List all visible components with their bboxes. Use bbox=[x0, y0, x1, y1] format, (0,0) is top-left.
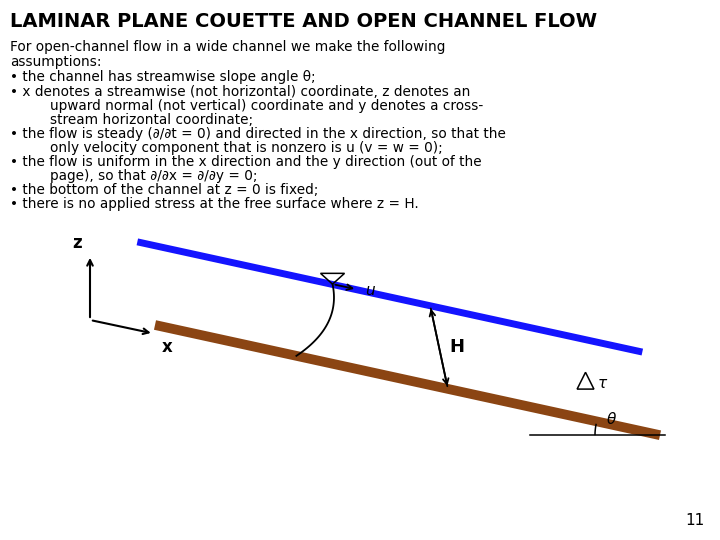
Text: • the channel has streamwise slope angle θ;: • the channel has streamwise slope angle… bbox=[10, 70, 315, 84]
Text: only velocity component that is nonzero is u (v = w = 0);: only velocity component that is nonzero … bbox=[50, 141, 443, 155]
Text: page), so that ∂/∂x = ∂/∂y = 0;: page), so that ∂/∂x = ∂/∂y = 0; bbox=[50, 169, 258, 183]
Text: • the flow is steady (∂/∂t = 0) and directed in the x direction, so that the: • the flow is steady (∂/∂t = 0) and dire… bbox=[10, 127, 506, 141]
Text: z: z bbox=[73, 234, 82, 252]
Text: 11: 11 bbox=[685, 513, 705, 528]
Text: • the bottom of the channel at z = 0 is fixed;: • the bottom of the channel at z = 0 is … bbox=[10, 183, 318, 197]
Text: • the flow is uniform in the x direction and the y direction (out of the: • the flow is uniform in the x direction… bbox=[10, 155, 482, 169]
Text: x: x bbox=[161, 338, 172, 355]
Text: upward normal (not vertical) coordinate and y denotes a cross-: upward normal (not vertical) coordinate … bbox=[50, 99, 483, 113]
Text: • there is no applied stress at the free surface where z = H.: • there is no applied stress at the free… bbox=[10, 197, 419, 211]
Text: H: H bbox=[449, 339, 464, 356]
Text: LAMINAR PLANE COUETTE AND OPEN CHANNEL FLOW: LAMINAR PLANE COUETTE AND OPEN CHANNEL F… bbox=[10, 12, 597, 31]
Text: For open-channel flow in a wide channel we make the following: For open-channel flow in a wide channel … bbox=[10, 40, 446, 54]
Text: • x denotes a streamwise (not horizontal) coordinate, z denotes an: • x denotes a streamwise (not horizontal… bbox=[10, 85, 470, 99]
Text: assumptions:: assumptions: bbox=[10, 55, 102, 69]
Text: stream horizontal coordinate;: stream horizontal coordinate; bbox=[50, 113, 253, 127]
Text: $\tau$: $\tau$ bbox=[597, 376, 608, 391]
Text: u: u bbox=[365, 283, 374, 298]
Text: $\theta$: $\theta$ bbox=[606, 411, 617, 427]
